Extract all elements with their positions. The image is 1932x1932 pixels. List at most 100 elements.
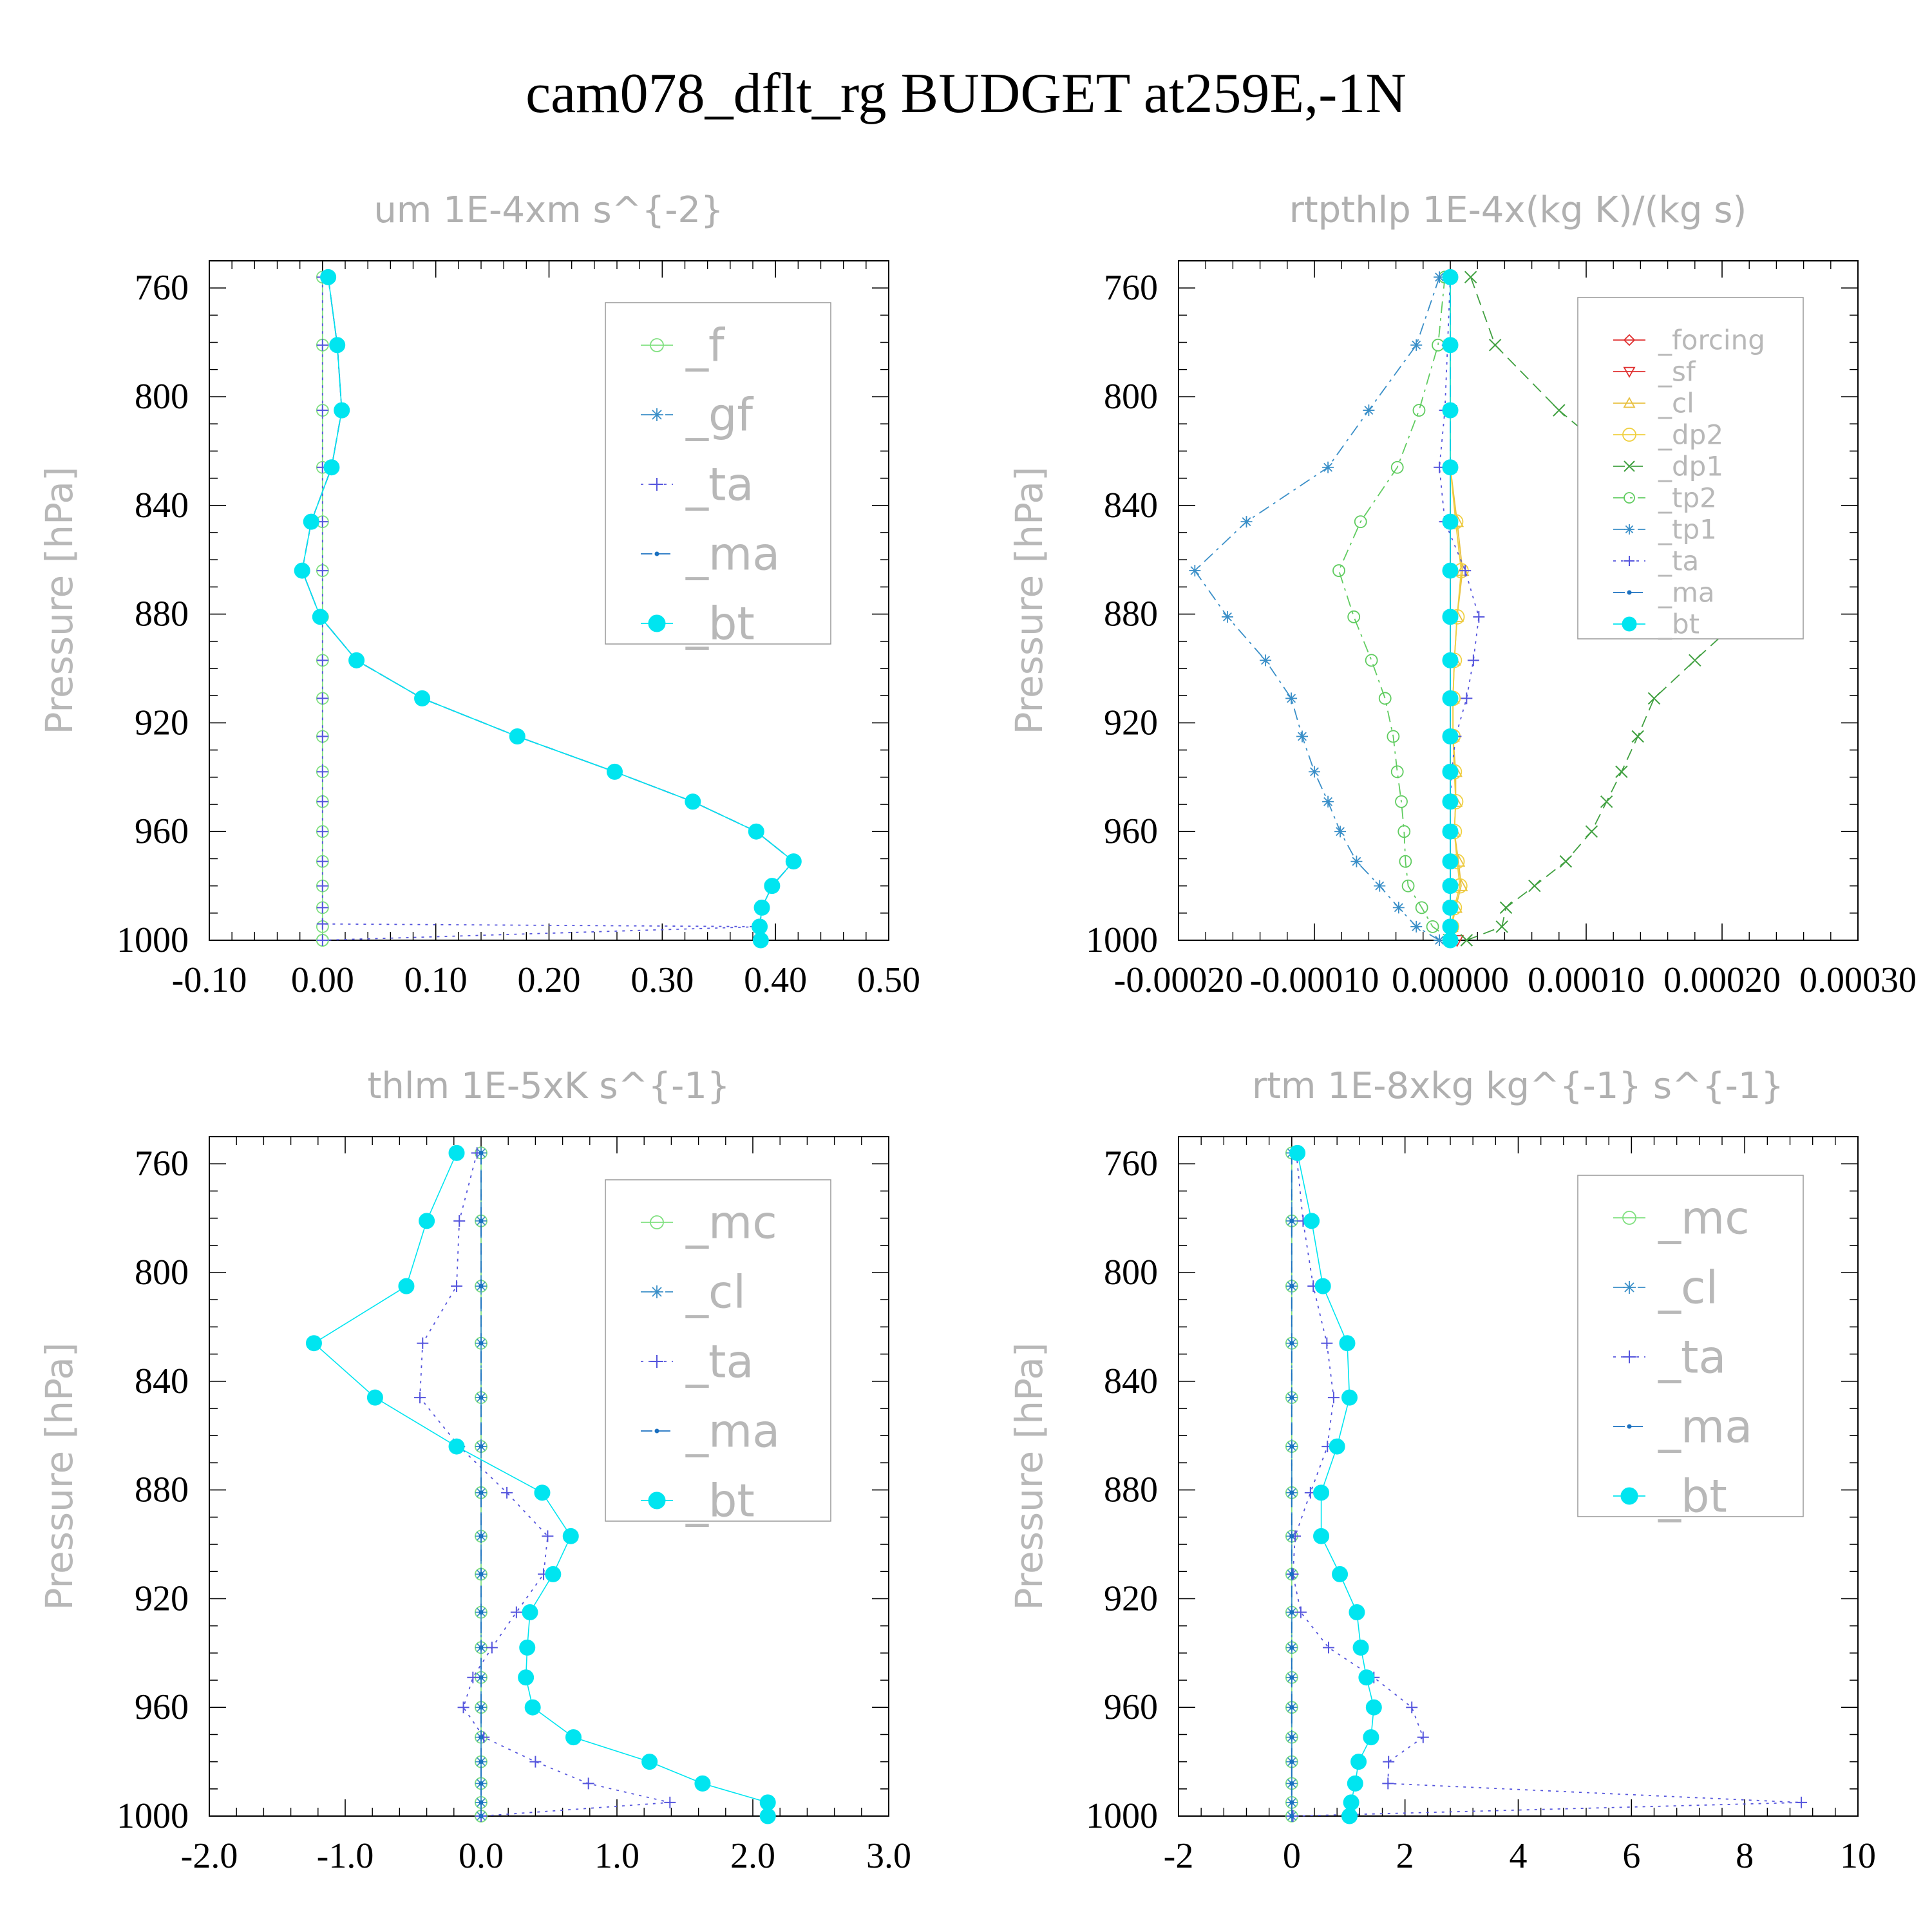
data-point: [1313, 1528, 1330, 1544]
legend-swatch-marker: [650, 478, 663, 491]
data-point: [1289, 1705, 1294, 1710]
data-point: [1442, 878, 1459, 895]
y-tick-label: 800: [135, 377, 189, 417]
data-point: [524, 1699, 541, 1716]
series-line: [419, 1153, 670, 1817]
data-point: [486, 1642, 498, 1654]
legend-swatch-marker: [650, 1215, 664, 1229]
data-point: [1334, 826, 1347, 838]
data-point: [562, 1528, 579, 1544]
x-tick-label: 3.0: [866, 1836, 911, 1876]
data-point: [1329, 1438, 1345, 1455]
data-point: [348, 652, 365, 668]
data-point: [1442, 853, 1459, 870]
data-point: [1341, 1808, 1358, 1824]
data-point: [414, 690, 431, 706]
series-ta: [1434, 271, 1485, 946]
data-point: [1442, 459, 1459, 476]
data-point: [1459, 565, 1472, 577]
data-point: [478, 1395, 484, 1400]
legend-box: [1577, 297, 1804, 639]
x-tick-label: -2: [1164, 1836, 1194, 1876]
series-tp1: [1189, 271, 1446, 946]
data-point: [1365, 654, 1378, 667]
data-point: [478, 1283, 484, 1289]
x-tick-label: 0: [1283, 1836, 1301, 1876]
data-point: [1442, 690, 1459, 706]
y-tick-label: 760: [1104, 268, 1158, 308]
legend-swatch-marker: [1623, 1350, 1636, 1363]
data-point: [448, 1144, 465, 1161]
data-point: [1795, 1796, 1808, 1808]
data-point: [1615, 765, 1628, 779]
chart-panel-4: rtm 1E-8xkg kg^{-1} s^{-1} Pressure [hPa]…: [1007, 1065, 1876, 1876]
data-point: [316, 339, 328, 351]
data-point: [752, 918, 768, 935]
legend-entry: _bt: [685, 598, 755, 650]
data-point: [519, 1639, 536, 1656]
data-point: [478, 1759, 484, 1765]
data-point: [467, 1671, 479, 1683]
legend-box: [605, 302, 831, 645]
data-point: [316, 795, 328, 808]
x-tick-label: 10: [1840, 1836, 1876, 1876]
data-point: [1221, 611, 1233, 623]
legend-entry: _ma: [1658, 577, 1715, 609]
y-axis-label: Pressure [hPa]: [37, 466, 81, 734]
data-point: [398, 1278, 415, 1294]
data-point: [414, 1392, 426, 1404]
data-point: [1442, 269, 1459, 285]
series-sf: [1443, 272, 1464, 947]
legend-entry: _tp1: [1658, 514, 1717, 545]
y-tick-label: 920: [1104, 703, 1158, 743]
data-point: [417, 1337, 429, 1349]
data-point: [316, 934, 328, 946]
data-point: [478, 1218, 484, 1224]
legend-swatch-marker: [1624, 556, 1634, 566]
data-point: [316, 826, 328, 838]
legend-swatch-marker: [1627, 590, 1632, 595]
data-point: [1309, 766, 1320, 778]
legend-entry: _forcing: [1658, 325, 1765, 356]
data-point: [1350, 1754, 1367, 1770]
legend-box: [1577, 1175, 1804, 1517]
data-point: [1495, 920, 1508, 933]
legend-swatch-marker: [1622, 616, 1637, 632]
legend-swatch-marker: [1623, 334, 1636, 346]
legend-swatch-marker: [1623, 1281, 1636, 1294]
y-tick-label: 920: [1104, 1578, 1158, 1618]
data-point: [1289, 1610, 1294, 1615]
data-point: [1332, 564, 1345, 577]
y-tick-label: 880: [1104, 1470, 1158, 1510]
series-ta: [414, 1147, 676, 1822]
legend: _forcing_sf_cl_dp2_dp1_tp2_tp1_ta_ma_bt: [1577, 297, 1804, 640]
legend-entry: _tp2: [1658, 482, 1717, 514]
data-point: [1499, 901, 1513, 914]
data-point: [478, 1533, 484, 1539]
legend-entry: _ma: [685, 528, 780, 581]
legend-swatch-marker: [1620, 1487, 1638, 1505]
data-point: [1559, 855, 1573, 868]
data-point: [1289, 1444, 1294, 1449]
data-point: [478, 1781, 484, 1786]
series-bt: [305, 1144, 776, 1824]
data-point: [501, 1486, 513, 1499]
data-point: [323, 459, 340, 476]
legend-entry: _ta: [1658, 545, 1699, 577]
legend-entry: _dp2: [1658, 419, 1723, 451]
y-tick-label: 800: [1104, 1253, 1158, 1293]
data-point: [478, 1150, 484, 1155]
legend-box: [605, 1179, 831, 1522]
x-tick-label: -0.00020: [1114, 960, 1244, 1000]
y-tick-label: 840: [135, 1361, 189, 1401]
data-point: [1332, 1566, 1349, 1582]
data-point: [478, 1675, 484, 1680]
legend-swatch-marker: [1623, 366, 1636, 378]
x-tick-label: 4: [1510, 1836, 1528, 1876]
data-point: [1600, 795, 1613, 808]
data-point: [1631, 730, 1644, 743]
data-point: [1382, 1777, 1394, 1790]
data-point: [1294, 1606, 1307, 1618]
data-point: [1647, 692, 1661, 705]
data-point: [1363, 1729, 1379, 1746]
